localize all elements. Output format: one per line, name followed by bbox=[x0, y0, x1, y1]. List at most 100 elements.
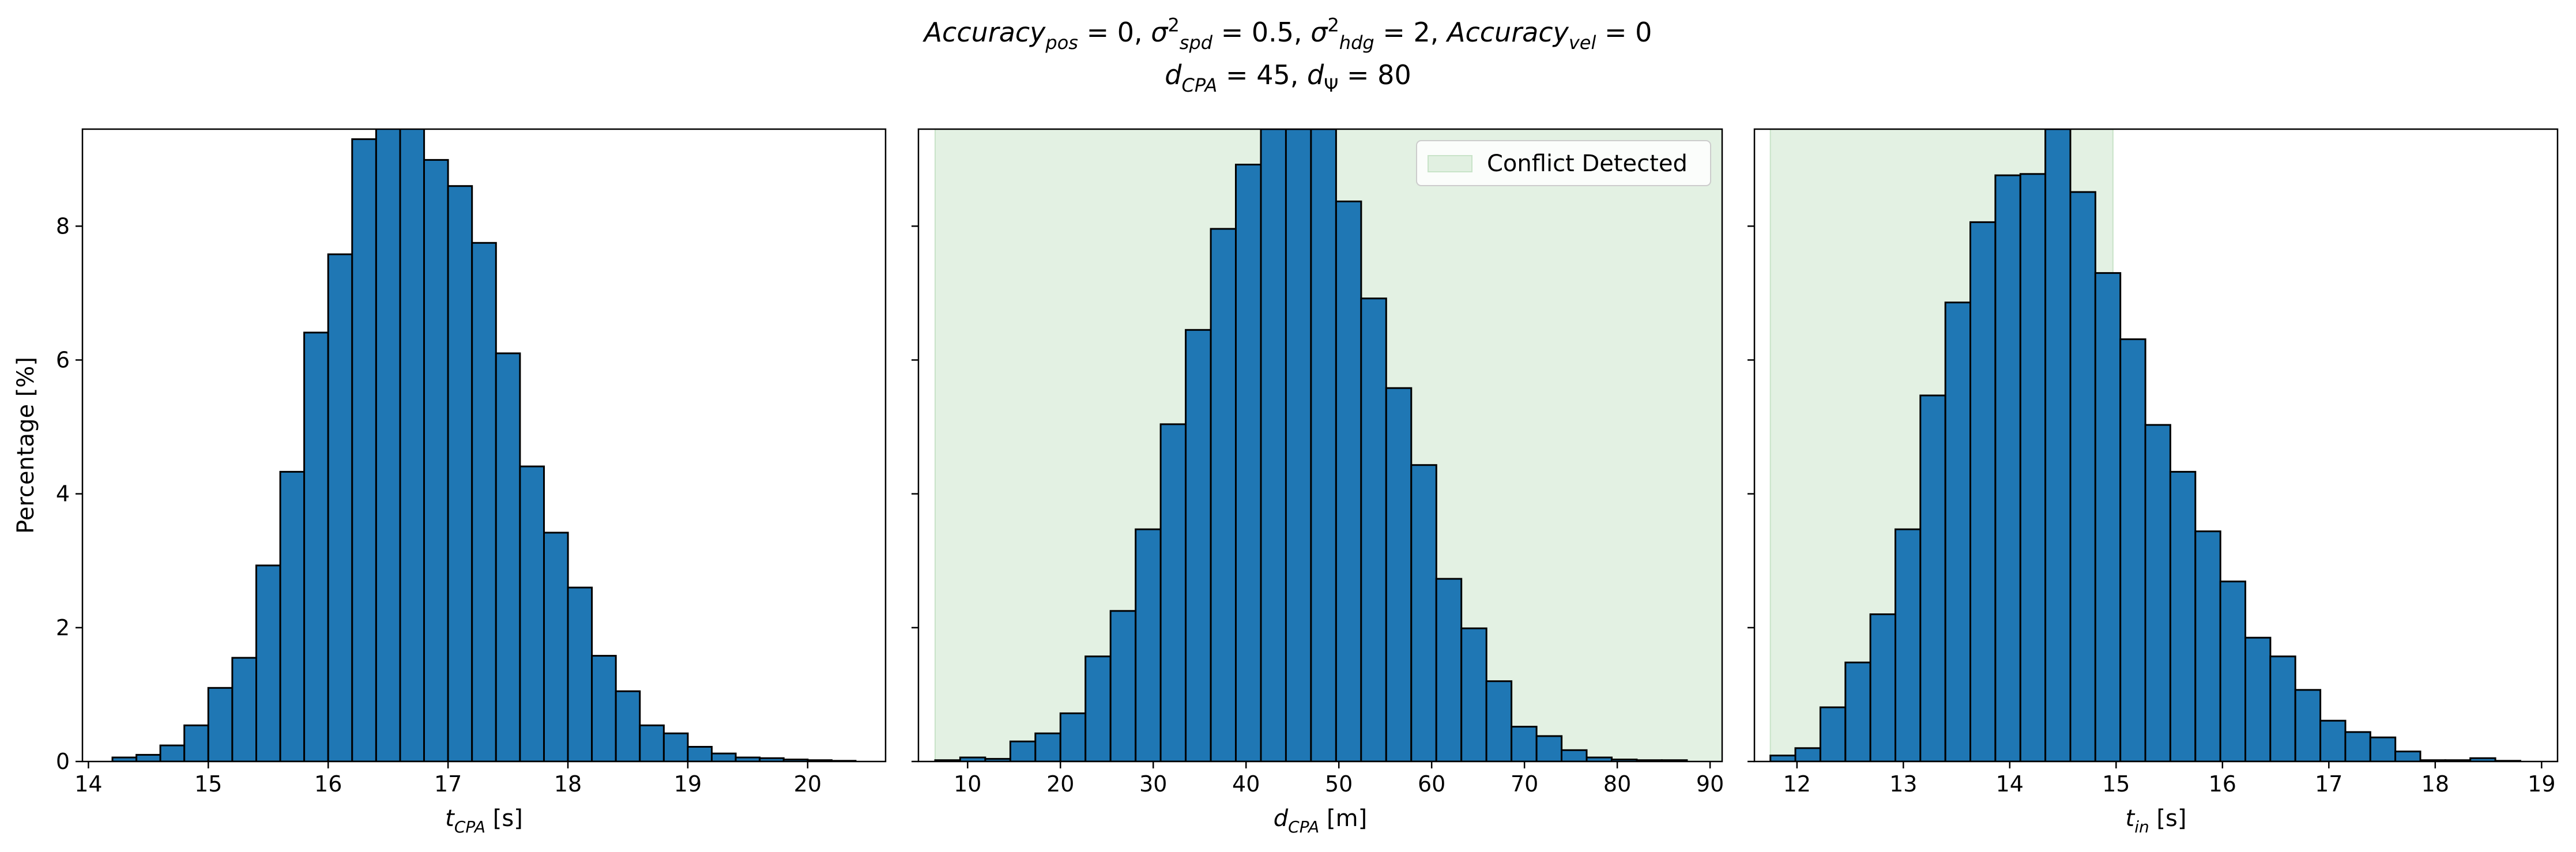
histogram-bar bbox=[495, 352, 521, 761]
histogram-bar bbox=[1109, 610, 1137, 761]
histogram-bar bbox=[1895, 528, 1922, 761]
panel-t-cpa-histogram: 14 15 16 17 18 19 20 0 2 4 6 8 tCPA [s] Percentage [%… bbox=[13, 128, 887, 836]
histogram-bar bbox=[2144, 424, 2171, 761]
histogram-bar bbox=[1969, 221, 1997, 761]
x-tick-label: 40 bbox=[1232, 771, 1260, 797]
histogram-bar bbox=[1561, 749, 1588, 761]
legend-box bbox=[1416, 140, 1711, 186]
histogram-bar bbox=[1844, 661, 1871, 761]
x-tick-label: 50 bbox=[1325, 771, 1353, 797]
histogram-bar bbox=[279, 470, 306, 761]
x-tick-label: 15 bbox=[2102, 771, 2130, 797]
histogram-bar bbox=[375, 129, 401, 761]
figure-title-line-2: dCPA = 45, dΨ = 80 bbox=[1165, 59, 1411, 96]
x-tick-label: 18 bbox=[554, 771, 582, 797]
x-tick-label: 70 bbox=[1511, 771, 1538, 797]
legend-swatch bbox=[1428, 155, 1472, 172]
histogram-bar bbox=[231, 657, 257, 761]
histogram-bar bbox=[2069, 191, 2096, 761]
x-tick-label: 12 bbox=[1783, 771, 1811, 797]
histogram-bar bbox=[2294, 689, 2322, 761]
histogram-bar bbox=[1159, 423, 1187, 761]
x-tick-label: 20 bbox=[794, 771, 822, 797]
histogram-bar bbox=[1869, 613, 1897, 761]
histogram-bar bbox=[207, 687, 234, 761]
histogram-bar bbox=[1410, 464, 1437, 761]
histogram-bar bbox=[1360, 297, 1387, 761]
histogram-bar bbox=[2344, 731, 2371, 761]
x-tick-label: 10 bbox=[954, 771, 981, 797]
histogram-bar bbox=[471, 242, 497, 761]
histogram-bar bbox=[1235, 164, 1262, 761]
y-tick-label: 4 bbox=[56, 481, 70, 507]
y-tick-label: 6 bbox=[56, 347, 70, 372]
x-axis-label-t-in: tin [s] bbox=[2126, 805, 2187, 836]
legend: Conflict Detected bbox=[1416, 140, 1711, 186]
histogram-bar bbox=[2219, 580, 2247, 761]
histogram-bar bbox=[1210, 228, 1237, 761]
histogram-bar bbox=[1511, 726, 1538, 761]
histogram-bar bbox=[1994, 174, 2021, 761]
legend-label: Conflict Detected bbox=[1487, 150, 1688, 177]
x-tick-label: 30 bbox=[1139, 771, 1167, 797]
histogram-bar bbox=[159, 744, 186, 761]
y-axis-label: Percentage [%] bbox=[13, 357, 39, 534]
histogram-bar bbox=[1385, 387, 1413, 761]
histogram-bar bbox=[1435, 578, 1463, 761]
histogram-bar bbox=[2319, 719, 2347, 761]
histogram-bar bbox=[2244, 636, 2272, 761]
histogram-bar bbox=[2094, 272, 2122, 761]
histogram-bar bbox=[2394, 751, 2421, 761]
x-axis-label-t-cpa: tCPA [s] bbox=[445, 805, 523, 836]
histogram-bar bbox=[423, 159, 449, 761]
histogram-bar bbox=[1944, 301, 1972, 761]
histogram-bar bbox=[1059, 712, 1087, 761]
x-tick-label: 60 bbox=[1418, 771, 1445, 797]
histogram-bar bbox=[2119, 338, 2146, 761]
histogram-bar bbox=[1485, 680, 1513, 761]
histogram-bar bbox=[183, 724, 209, 761]
x-tick-label: 14 bbox=[1996, 771, 2024, 797]
x-tick-label: 17 bbox=[2315, 771, 2342, 797]
histogram-bar bbox=[639, 724, 665, 761]
axes-frame bbox=[81, 128, 887, 763]
axes-frame bbox=[917, 128, 1723, 763]
x-tick-label: 20 bbox=[1046, 771, 1074, 797]
histogram-bar bbox=[591, 655, 617, 761]
histogram-bar bbox=[615, 690, 641, 761]
x-tick-label: 15 bbox=[194, 771, 222, 797]
panel-d-cpa-histogram: 10 20 30 40 50 60 70 80 90 dCPA [m] Conflict Detec… bbox=[912, 128, 1724, 836]
histogram-bar bbox=[1084, 655, 1112, 761]
histogram-bar bbox=[447, 185, 473, 761]
x-tick-label: 80 bbox=[1603, 771, 1631, 797]
y-tick-label: 0 bbox=[56, 749, 70, 774]
histogram-bar bbox=[2169, 470, 2197, 761]
axes-frame bbox=[1753, 128, 2559, 763]
histogram-bar bbox=[1310, 129, 1337, 761]
x-tick-label: 19 bbox=[674, 771, 702, 797]
histogram-bar bbox=[687, 746, 713, 761]
histogram-bar bbox=[2369, 736, 2397, 761]
x-tick-label: 90 bbox=[1696, 771, 1724, 797]
histogram-bar bbox=[2044, 129, 2072, 761]
histogram-bar bbox=[2269, 655, 2296, 761]
histogram-bar bbox=[711, 752, 737, 761]
histogram-bar bbox=[303, 331, 329, 761]
histogram-bar bbox=[1819, 706, 1847, 761]
histogram-bar bbox=[351, 138, 377, 761]
histogram-bar bbox=[2019, 173, 2047, 761]
x-tick-label: 18 bbox=[2421, 771, 2449, 797]
x-tick-label: 17 bbox=[434, 771, 462, 797]
histogram-bar bbox=[1185, 329, 1212, 761]
histogram-bar bbox=[662, 732, 689, 761]
histogram-bar bbox=[1135, 528, 1162, 761]
histogram-bar bbox=[1034, 732, 1061, 761]
x-tick-label: 16 bbox=[2209, 771, 2236, 797]
histogram-bar bbox=[1009, 740, 1037, 761]
histogram-bar bbox=[519, 465, 545, 761]
histogram-bar bbox=[1335, 200, 1362, 761]
histogram-bar bbox=[1260, 129, 1287, 761]
histogram-bar bbox=[1769, 755, 1797, 761]
figure-title-line-1: Accuracypos = 0, σ2spd = 0.5, σ2hdg = 2,… bbox=[922, 14, 1652, 54]
